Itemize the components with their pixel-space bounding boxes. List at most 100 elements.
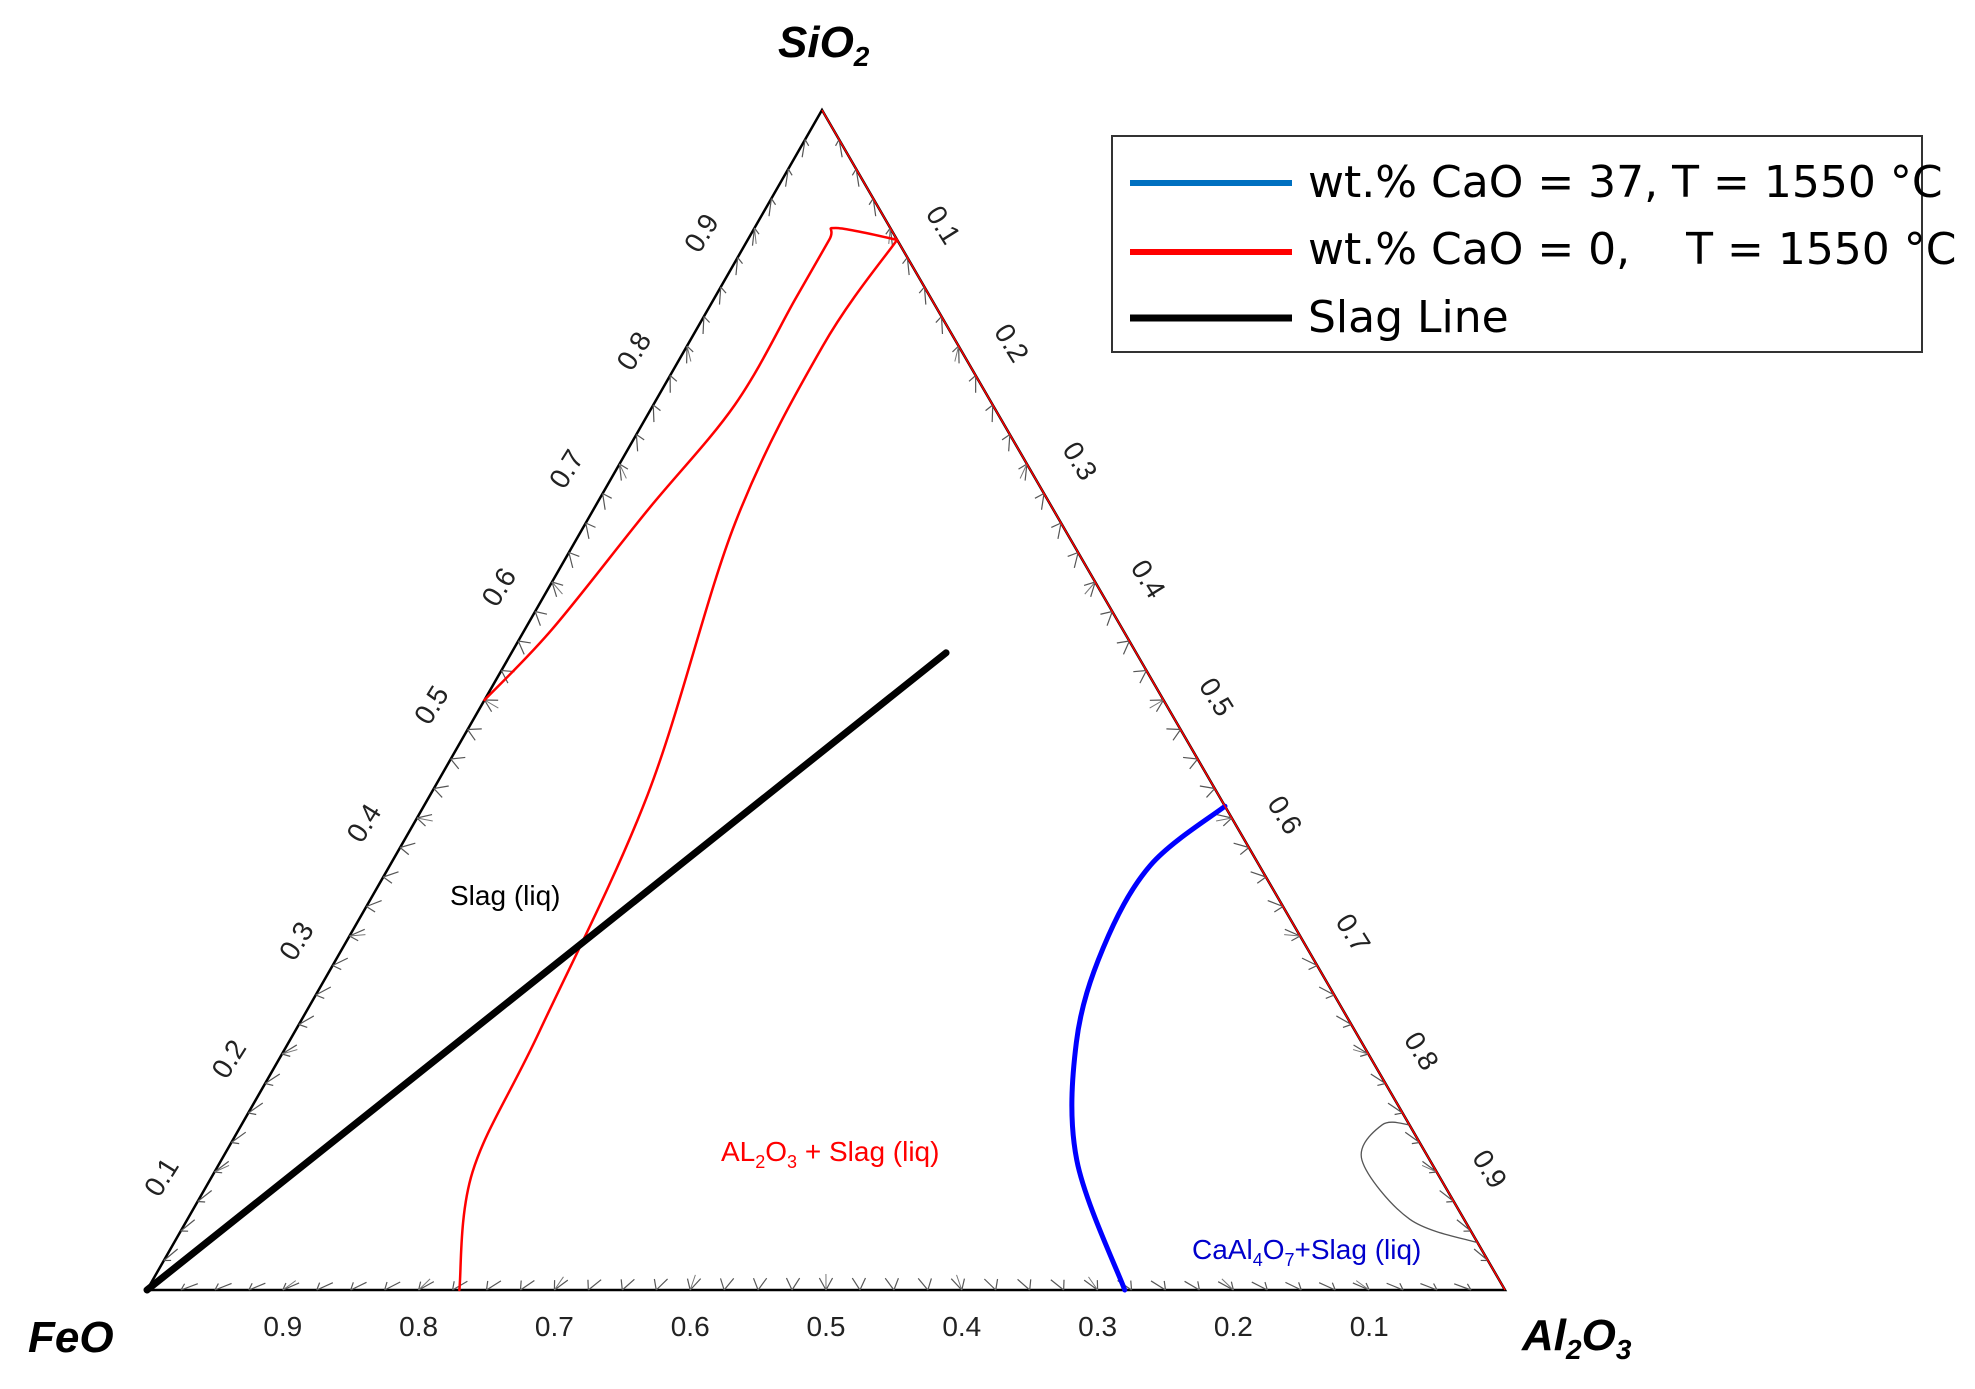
tick-bottom-21 — [851, 1277, 867, 1291]
tick-bottom-12 — [553, 1279, 569, 1291]
tick-left-5 — [231, 1131, 247, 1145]
series-4 — [1360, 1121, 1479, 1244]
tick-bottom-25 — [983, 1278, 999, 1291]
series-3 — [143, 649, 950, 1294]
tick-label-left-9: 0.9 — [678, 208, 725, 257]
tick-bottom-27 — [1050, 1279, 1065, 1291]
tick-right-31 — [1336, 1015, 1352, 1028]
tick-bottom-38 — [1420, 1282, 1438, 1291]
tick-left-8 — [281, 1044, 298, 1057]
tick-bottom-5 — [316, 1282, 334, 1291]
tick-right-37 — [1439, 1190, 1455, 1203]
tick-labels: 0.1 0.2 0.3 0.4 0.5 0.6 0.7 0.8 0.9 0.1 0.2 0.3 0.4 0… — [138, 200, 1513, 1342]
tick-right-38 — [1456, 1219, 1472, 1232]
tick-left-36 — [751, 227, 760, 246]
tick-right-24 — [1216, 813, 1233, 827]
tick-label-right-2: 0.2 — [988, 318, 1035, 367]
tick-right-39 — [1473, 1248, 1489, 1262]
tick-label-bottom-1: 0.9 — [263, 1311, 302, 1342]
tick-left-37 — [768, 198, 777, 217]
tick-left-22 — [517, 640, 531, 655]
tick-right-27 — [1267, 899, 1284, 913]
tick-right-5 — [902, 257, 910, 276]
tick-left-32 — [686, 345, 694, 364]
tick-label-left-2: 0.2 — [205, 1034, 252, 1083]
tick-label-bottom-5: 0.5 — [807, 1311, 846, 1342]
tick-left-10 — [315, 986, 332, 1000]
tick-left-9 — [298, 1015, 315, 1028]
tick-bottom-6 — [350, 1281, 367, 1291]
tick-right-28 — [1284, 928, 1301, 942]
tick-left-4 — [214, 1160, 230, 1174]
tick-right-34 — [1387, 1102, 1403, 1116]
tick-bottom-4 — [282, 1282, 300, 1291]
tick-left-2 — [180, 1219, 196, 1232]
tick-left-18 — [450, 756, 466, 770]
tick-right-7 — [935, 316, 944, 335]
tick-bottom-19 — [785, 1277, 801, 1291]
tick-left-3 — [197, 1190, 213, 1203]
tick-bottom-35 — [1318, 1282, 1336, 1291]
tick-label-left-5: 0.5 — [408, 680, 455, 729]
tick-left-20 — [483, 699, 499, 713]
tick-right-3 — [868, 198, 877, 217]
tick-bottom-23 — [917, 1278, 932, 1291]
tick-right-8 — [952, 345, 960, 364]
vertex-label-al2o3: Al2O3 — [1521, 1311, 1632, 1365]
tick-label-right-4: 0.4 — [1125, 554, 1172, 603]
tick-right-33 — [1370, 1073, 1386, 1087]
tick-right-17 — [1100, 610, 1113, 626]
tick-left-13 — [366, 899, 382, 913]
tick-right-14 — [1051, 522, 1062, 539]
tick-bottom-31 — [1184, 1280, 1201, 1291]
tick-label-right-5: 0.5 — [1193, 672, 1240, 721]
tick-left-24 — [551, 581, 564, 597]
tick-left-11 — [332, 957, 349, 971]
tick-bottom-32 — [1217, 1281, 1234, 1291]
tick-bottom-24 — [950, 1278, 966, 1291]
tick-bottom-20 — [818, 1277, 834, 1291]
tick-bottom-10 — [485, 1280, 502, 1291]
vertex-label-sio2: SiO2 — [778, 18, 870, 72]
legend-label-slag-line: Slag Line — [1308, 292, 1509, 343]
tick-left-38 — [784, 168, 793, 187]
tick-marks — [163, 139, 1489, 1291]
tick-label-right-1: 0.1 — [920, 200, 967, 249]
tick-left-12 — [349, 928, 365, 942]
tick-right-16 — [1083, 581, 1096, 597]
tick-right-19 — [1133, 669, 1147, 684]
tick-right-36 — [1422, 1160, 1438, 1174]
legend-label-cao-0: wt.% CaO = 0, T = 1550 °C — [1308, 224, 1957, 275]
tick-bottom-30 — [1150, 1280, 1167, 1291]
right-edge-red-boundary — [821, 109, 1506, 1291]
tick-label-left-3: 0.3 — [273, 916, 320, 965]
tick-label-right-8: 0.8 — [1398, 1026, 1445, 1075]
tick-bottom-37 — [1386, 1282, 1404, 1291]
tick-right-21 — [1166, 728, 1182, 741]
tick-label-left-8: 0.8 — [610, 326, 657, 375]
tick-label-bottom-3: 0.7 — [535, 1311, 574, 1342]
tick-bottom-33 — [1251, 1281, 1268, 1291]
tick-left-29 — [635, 434, 645, 452]
tick-label-right-6: 0.6 — [1261, 790, 1308, 839]
region-label-slag: Slag (liq) — [450, 880, 560, 911]
tick-left-14 — [382, 871, 399, 884]
tick-bottom-11 — [519, 1280, 535, 1291]
tick-left-7 — [264, 1073, 281, 1087]
tick-right-35 — [1404, 1131, 1420, 1145]
tick-left-27 — [602, 492, 612, 510]
tick-left-28 — [618, 463, 629, 481]
tick-label-right-7: 0.7 — [1330, 908, 1377, 957]
phase-boundaries — [143, 109, 1506, 1294]
tick-right-11 — [1001, 434, 1011, 452]
legend: wt.% CaO = 37, T = 1550 °C wt.% CaO = 0,… — [1111, 135, 1957, 353]
tick-bottom-3 — [248, 1282, 266, 1291]
tick-right-12 — [1018, 463, 1028, 481]
tick-label-right-9: 0.9 — [1466, 1144, 1513, 1193]
tick-right-22 — [1183, 756, 1199, 770]
region-label-caal4o7-slag: CaAl4O7+Slag (liq) — [1192, 1234, 1421, 1270]
tick-left-17 — [433, 785, 449, 798]
tick-bottom-15 — [653, 1278, 668, 1291]
series-1 — [458, 238, 899, 1292]
